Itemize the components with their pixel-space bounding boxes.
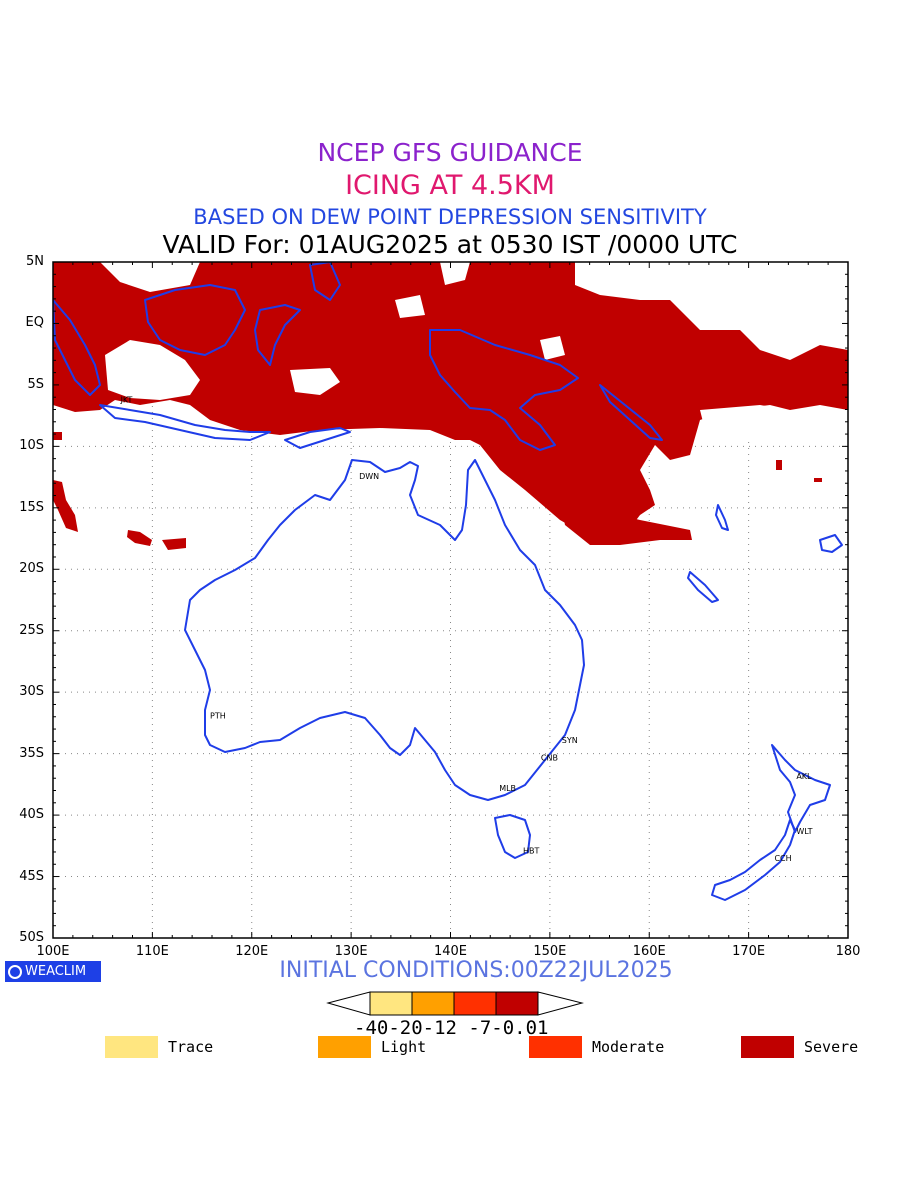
initial-conditions-label: INITIAL CONDITIONS:00Z22JUL2025 [279,958,673,983]
icing-gaps [100,262,848,445]
coast-new-guinea [429,329,579,451]
legend-item-severe: Severe [741,1036,858,1058]
station-label-wlt: WLT [796,827,812,836]
coast-borneo [144,284,246,356]
station-label-hbt: HBT [523,847,540,856]
legend-item-moderate: Moderate [529,1036,664,1058]
lat-label: 45S [19,868,44,884]
gap-east-mid [700,405,820,445]
lat-label: 30S [19,684,44,700]
gap-small-2 [395,295,425,318]
station-labels: JKT DWN PTH SYN CNB MLB HBT AKL WLT CCH [120,396,813,863]
lon-label: 170E [732,944,766,959]
legend-item-trace: Trace [105,1036,213,1058]
colorbar-segment-light [411,991,455,1016]
lon-label: 100E [36,944,70,959]
gap-borneo-top [100,262,200,292]
colorbar-labels: -40-20-12 -7-0.01 [354,1017,549,1039]
lat-label: 10S [19,438,44,454]
icing-area-west-1 [53,480,78,532]
legend-swatch-moderate [529,1036,582,1058]
gap-small-1 [540,336,565,360]
lat-label: 20S [19,561,44,577]
lat-label: 40S [19,807,44,823]
coast-solomon [599,384,663,441]
lon-label: 180 [835,944,861,959]
station-label-pth: PTH [210,712,226,721]
lat-label: 5N [26,254,44,269]
colorbar-segment-trace [369,991,413,1016]
colorbar-right-arrow [537,991,584,1016]
coast-sulawesi [254,304,301,366]
icing-area-east-1 [776,460,782,470]
title-line-1: NCEP GFS GUIDANCE [317,138,583,167]
legend-label-light: Light [381,1038,427,1056]
lat-label: 50S [19,930,44,945]
icing-area-north-band [53,262,848,540]
weaclim-logo: WEACLIM [5,961,101,982]
lat-label: 25S [19,622,44,638]
legend-swatch-trace [105,1036,158,1058]
icing-area-west-3 [162,538,186,550]
icing-area-west-2 [127,530,152,546]
gap-halmahera [440,262,470,285]
station-label-cnb: CNB [541,753,558,762]
legend-item-light: Light [318,1036,426,1058]
legend-label-severe: Severe [804,1038,859,1056]
copyright-icon [8,964,22,979]
lon-label: 110E [135,944,169,959]
legend-label-trace: Trace [168,1038,214,1056]
severe-icing-areas [53,262,848,550]
logo-text: WEACLIM [25,964,87,979]
lon-label: 150E [533,944,567,959]
coast-nz-south [711,819,796,901]
station-label-cch: CCH [774,854,791,863]
station-label-mlb: MLB [499,784,516,793]
title-line-2: ICING AT 4.5KM [345,170,555,201]
legend-label-moderate: Moderate [592,1038,665,1056]
colorbar-segment-moderate [453,991,497,1016]
icing-area-coral-sea [560,500,692,545]
lat-label: 15S [19,499,44,515]
gap-png-north [575,262,848,360]
icing-area-west-4 [53,432,62,440]
station-label-akl: AKL [796,772,812,781]
gap-banda-north [290,368,340,395]
colorbar-left-arrow [326,991,371,1016]
legend-swatch-severe [741,1036,794,1058]
title-line-3: BASED ON DEW POINT DEPRESSION SENSITIVIT… [193,205,707,229]
coast-fiji [819,534,843,553]
coast-timor [284,427,351,449]
lon-label: 160E [632,944,666,959]
station-label-syn: SYN [562,736,578,745]
gap-java-sea [105,340,200,400]
lon-label: 130E [334,944,368,959]
coast-tasmania [494,814,531,859]
title-line-valid-time: VALID For: 01AUG2025 at 0530 IST /0000 U… [162,230,738,259]
coast-nz-north [771,744,831,833]
axis-ticks [52,261,849,939]
coast-vanuatu [715,504,729,531]
lon-label: 140E [433,944,468,959]
lat-label: EQ [25,315,44,331]
station-label-jkt: JKT [120,396,133,405]
coast-sumatra [53,299,101,396]
colorbar [326,991,584,1016]
icing-area-east-2 [814,478,822,482]
coastlines [53,262,843,901]
lat-label: 35S [19,745,44,761]
coast-java [99,404,271,441]
coast-australia [184,459,585,801]
lat-label: 5S [27,376,44,392]
lon-label: 120E [235,944,269,959]
colorbar-segment-severe [495,991,539,1016]
station-label-dwn: DWN [359,472,379,481]
coast-new-caledonia [687,571,719,603]
legend-swatch-light [318,1036,371,1058]
